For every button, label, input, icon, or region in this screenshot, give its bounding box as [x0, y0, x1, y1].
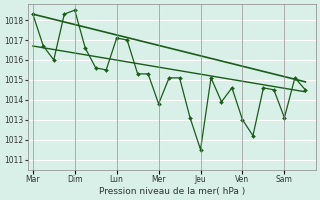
X-axis label: Pression niveau de la mer( hPa ): Pression niveau de la mer( hPa )	[99, 187, 245, 196]
